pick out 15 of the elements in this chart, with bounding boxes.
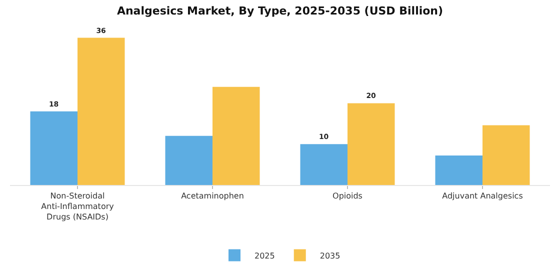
bar xyxy=(482,125,530,185)
bar xyxy=(348,103,395,185)
chart-title: Analgesics Market, By Type, 2025-2035 (USD Billion) xyxy=(116,4,444,18)
x-tick-label: Adjuvant Analgesics xyxy=(442,192,523,201)
bar xyxy=(435,156,482,185)
legend-label: 2025 xyxy=(254,251,275,260)
legend-label: 2035 xyxy=(320,251,340,260)
x-tick-label: Opioids xyxy=(332,192,362,201)
x-tick-label: Acetaminophen xyxy=(181,192,244,201)
bar xyxy=(300,144,348,185)
bar xyxy=(212,86,260,185)
bar xyxy=(165,136,212,185)
bar xyxy=(78,38,125,185)
bar xyxy=(30,111,78,185)
x-tick-label: Non-Steroidal Anti-Inflammatory Drugs (NSAIDs) xyxy=(41,192,114,222)
